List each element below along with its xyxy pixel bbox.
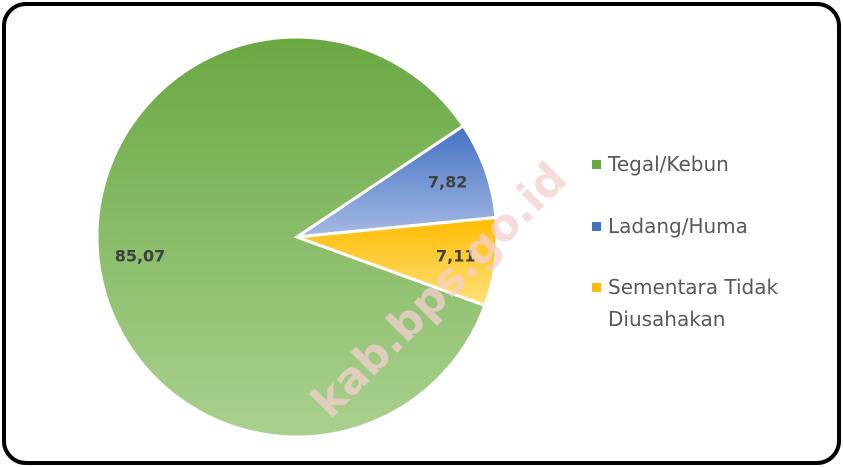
legend-label: Tegal/Kebun [608,152,729,176]
legend-swatch [592,222,601,231]
legend-label: Ladang/Huma [608,214,748,238]
legend-swatch [592,160,601,169]
pie-slice [296,123,498,239]
legend-swatch [592,283,601,292]
data-label: 7,82 [428,173,467,192]
pie-slice [296,215,499,308]
pie-slice [95,35,487,439]
data-label: 85,07 [115,247,166,266]
legend-label: Sementara Tidak Diusahakan [608,275,779,331]
data-label: 7,11 [436,247,475,266]
